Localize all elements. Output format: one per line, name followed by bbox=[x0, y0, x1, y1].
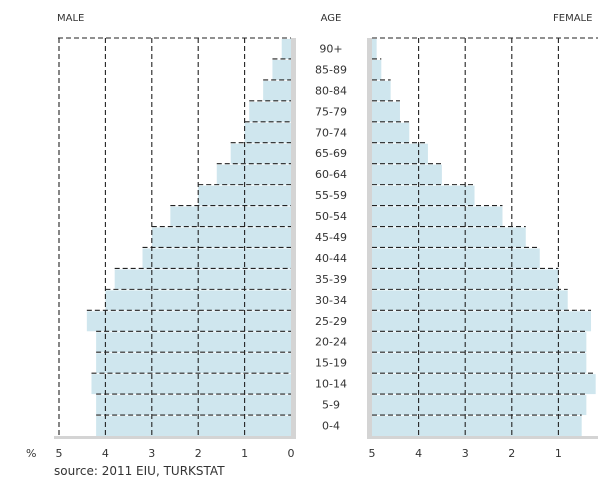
male-bar bbox=[249, 101, 291, 122]
male-bar bbox=[216, 164, 291, 185]
female-bar bbox=[372, 122, 410, 143]
male-bar bbox=[198, 185, 291, 206]
male-tick-label: 4 bbox=[102, 447, 109, 460]
male-tick-label: 2 bbox=[195, 447, 202, 460]
female-bar bbox=[372, 164, 442, 185]
age-group-label: 90+ bbox=[319, 42, 342, 55]
male-bar bbox=[96, 332, 292, 353]
male-bar bbox=[105, 290, 292, 311]
male-bar bbox=[91, 374, 291, 395]
female-bar bbox=[372, 39, 377, 59]
male-baseline bbox=[54, 436, 296, 439]
male-header: MALE bbox=[57, 13, 84, 24]
male-bar bbox=[263, 80, 291, 101]
age-group-label: 65-69 bbox=[315, 147, 347, 160]
female-bar bbox=[372, 101, 400, 122]
female-axis-line bbox=[367, 38, 372, 438]
female-header: FEMALE bbox=[553, 13, 592, 24]
age-group-label: 55-59 bbox=[315, 189, 347, 202]
female-bar bbox=[372, 395, 587, 416]
female-bar bbox=[372, 143, 428, 164]
male-bar bbox=[96, 416, 292, 436]
age-group-label: 25-29 bbox=[315, 315, 347, 328]
age-group-label: 70-74 bbox=[315, 126, 347, 139]
female-bar bbox=[372, 374, 596, 395]
age-group-label: 45-49 bbox=[315, 231, 347, 244]
female-baseline bbox=[367, 436, 598, 439]
age-group-label: 15-19 bbox=[315, 357, 347, 370]
male-bar bbox=[272, 59, 291, 80]
male-bar bbox=[96, 353, 292, 374]
age-group-label: 60-64 bbox=[315, 168, 347, 181]
male-bar bbox=[281, 39, 291, 59]
source-note: source: 2011 EIU, TURKSTAT bbox=[54, 464, 225, 478]
age-group-label: 10-14 bbox=[315, 378, 347, 391]
female-bar bbox=[372, 353, 587, 374]
female-bar bbox=[372, 290, 568, 311]
female-bar bbox=[372, 227, 526, 248]
female-tick-label: 2 bbox=[508, 447, 515, 460]
age-group-label: 75-79 bbox=[315, 105, 347, 118]
male-bar bbox=[114, 269, 292, 290]
female-bar bbox=[372, 80, 391, 101]
female-bar bbox=[372, 206, 503, 227]
age-group-label: 80-84 bbox=[315, 84, 347, 97]
age-group-label: 85-89 bbox=[315, 63, 347, 76]
female-tick-label: 5 bbox=[369, 447, 376, 460]
male-bar bbox=[96, 395, 292, 416]
male-bar bbox=[86, 311, 291, 332]
female-bar bbox=[372, 311, 592, 332]
age-group-label: 40-44 bbox=[315, 252, 347, 265]
female-bar bbox=[372, 59, 382, 80]
age-header: AGE bbox=[321, 13, 342, 24]
male-tick-label: 0 bbox=[288, 447, 295, 460]
male-axis-line bbox=[291, 38, 296, 438]
female-bar bbox=[372, 248, 540, 269]
age-group-label: 30-34 bbox=[315, 294, 347, 307]
female-bar bbox=[372, 185, 475, 206]
male-bar bbox=[230, 143, 291, 164]
age-group-label: 35-39 bbox=[315, 273, 347, 286]
age-group-label: 20-24 bbox=[315, 336, 347, 349]
percent-axis-label: % bbox=[26, 447, 36, 460]
female-tick-label: 1 bbox=[555, 447, 562, 460]
female-bar bbox=[372, 332, 587, 353]
male-bar bbox=[142, 248, 291, 269]
male-bar bbox=[170, 206, 291, 227]
female-bar bbox=[372, 416, 582, 436]
female-tick-label: 4 bbox=[415, 447, 422, 460]
male-tick-label: 5 bbox=[56, 447, 63, 460]
male-tick-label: 1 bbox=[241, 447, 248, 460]
male-tick-label: 3 bbox=[148, 447, 155, 460]
age-group-label: 5-9 bbox=[322, 399, 340, 412]
age-group-label: 0-4 bbox=[322, 420, 340, 433]
female-tick-label: 3 bbox=[462, 447, 469, 460]
male-bar bbox=[151, 227, 291, 248]
male-bar bbox=[244, 122, 291, 143]
age-group-label: 50-54 bbox=[315, 210, 347, 223]
